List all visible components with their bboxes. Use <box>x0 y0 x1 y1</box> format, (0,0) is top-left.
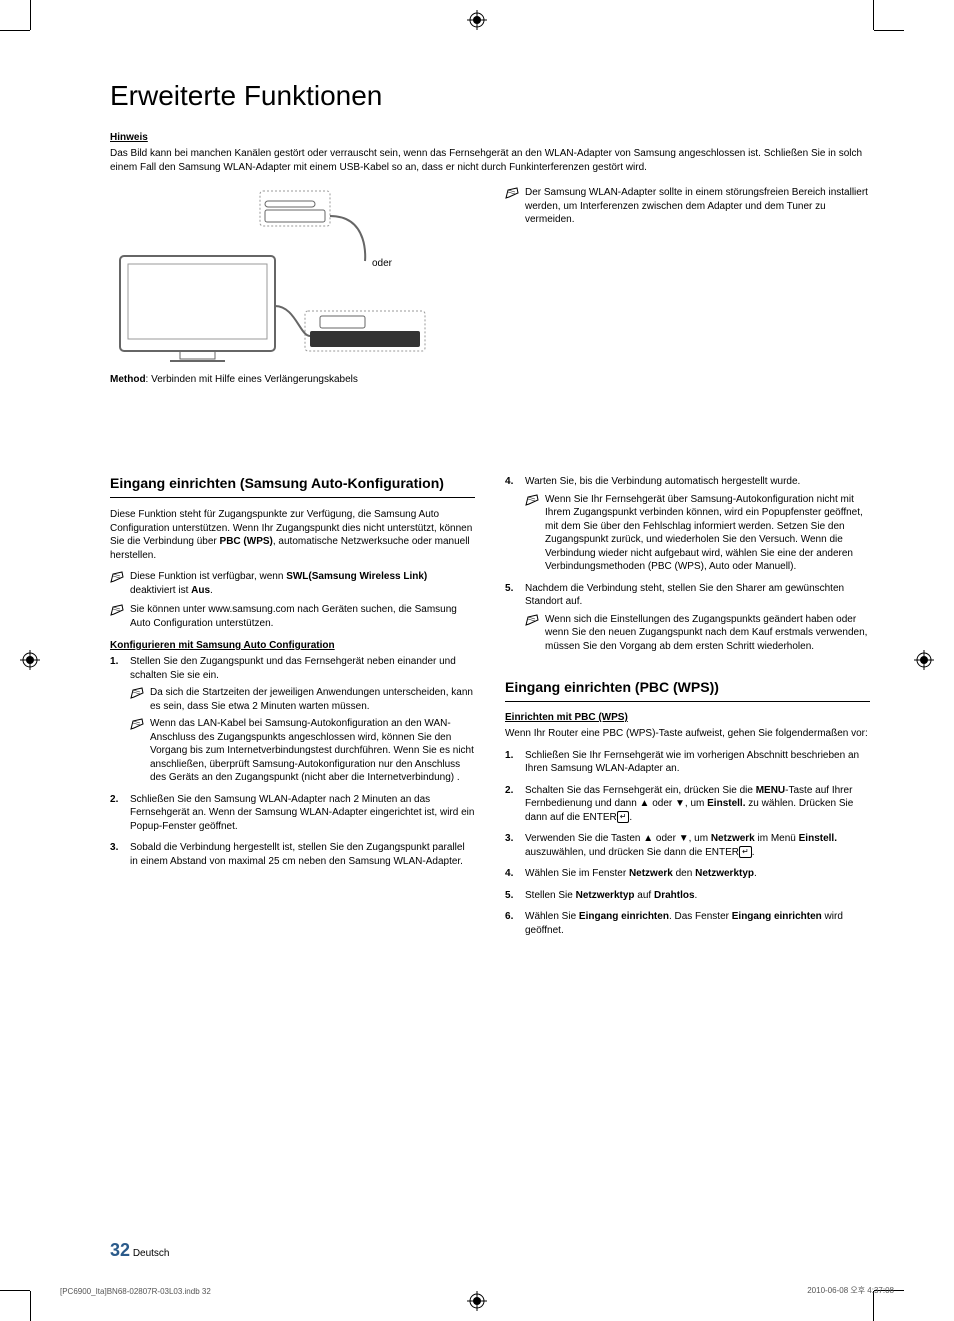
step-item: Schließen Sie Ihr Fernsehgerät wie im vo… <box>505 749 870 776</box>
footer-left: [PC6900_Ita]BN68-02807R-03L03.indb 32 <box>60 1287 211 1296</box>
method-rest: : Verbinden mit Hilfe eines Verlängerung… <box>146 374 358 385</box>
section2-steps: Schließen Sie Ihr Fernsehgerät wie im vo… <box>505 749 870 938</box>
step-item: Wählen Sie Eingang einrichten. Das Fenst… <box>505 910 870 937</box>
note-icon <box>130 718 144 730</box>
enter-icon: ↵ <box>617 811 630 824</box>
footer-right: 2010-06-08 오후 4:37:08 <box>807 1285 894 1296</box>
crop-mark <box>873 0 874 30</box>
connection-diagram: oder <box>110 186 440 366</box>
step-item: Verwenden Sie die Tasten ▲ oder ▼, um Ne… <box>505 832 870 859</box>
registration-mark-icon <box>467 1291 487 1311</box>
section1-title: Eingang einrichten (Samsung Auto-Konfigu… <box>110 475 475 491</box>
note-icon <box>505 187 519 199</box>
section1-steps-cont: Warten Sie, bis die Verbindung automatis… <box>505 475 870 653</box>
config-heading: Konfigurieren mit Samsung Auto Configura… <box>110 640 475 651</box>
page-number-box: 32 Deutsch <box>110 1240 170 1261</box>
step-item: Wählen Sie im Fenster Netzwerk den Netzw… <box>505 867 870 881</box>
hinweis-body: Das Bild kann bei manchen Kanälen gestör… <box>110 147 870 174</box>
step-item: Sobald die Verbindung hergestellt ist, s… <box>110 841 475 868</box>
step-item: Schalten Sie das Fernsehgerät ein, drück… <box>505 784 870 825</box>
crop-mark <box>874 30 904 31</box>
section1-steps: Stellen Sie den Zugangspunkt und das Fer… <box>110 655 475 868</box>
section2-sub-heading: Einrichten mit PBC (WPS) <box>505 712 870 723</box>
step-item: Stellen Sie den Zugangspunkt und das Fer… <box>110 655 475 785</box>
registration-mark-icon <box>467 10 487 30</box>
crop-mark <box>30 1291 31 1321</box>
registration-mark-icon <box>20 650 40 670</box>
crop-mark <box>0 30 30 31</box>
top-note-text: Der Samsung WLAN-Adapter sollte in einem… <box>525 186 870 227</box>
note-icon <box>525 614 539 626</box>
section1-intro: Diese Funktion steht für Zugangspunkte z… <box>110 508 475 562</box>
crop-mark <box>30 0 31 30</box>
section1-note1: Diese Funktion ist verfügbar, wenn SWL(S… <box>110 570 475 597</box>
step-item: Warten Sie, bis die Verbindung automatis… <box>505 475 870 574</box>
method-label: Method <box>110 374 146 385</box>
note-icon <box>130 687 144 699</box>
top-note: Der Samsung WLAN-Adapter sollte in einem… <box>505 186 870 227</box>
section2-title: Eingang einrichten (PBC (WPS)) <box>505 679 870 695</box>
section1-note2: Sie können unter www.samsung.com nach Ge… <box>110 603 475 630</box>
page-title: Erweiterte Funktionen <box>110 80 870 112</box>
step-item: Schließen Sie den Samsung WLAN-Adapter n… <box>110 793 475 834</box>
section2-intro: Wenn Ihr Router eine PBC (WPS)-Taste auf… <box>505 727 870 741</box>
page-number: 32 <box>110 1240 130 1260</box>
note-icon <box>110 604 124 616</box>
registration-mark-icon <box>914 650 934 670</box>
note-icon <box>110 571 124 583</box>
method-caption: Method: Verbinden mit Hilfe eines Verlän… <box>110 374 475 385</box>
step-item: Stellen Sie Netzwerktyp auf Drahtlos. <box>505 889 870 903</box>
step-item: Nachdem die Verbindung steht, stellen Si… <box>505 582 870 654</box>
page-content: Erweiterte Funktionen Hinweis Das Bild k… <box>110 80 870 945</box>
page-language: Deutsch <box>133 1248 170 1259</box>
crop-mark <box>0 1290 30 1291</box>
hinweis-heading: Hinweis <box>110 132 870 143</box>
note-icon <box>525 494 539 506</box>
enter-icon: ↵ <box>739 846 752 859</box>
diagram-oder-label: oder <box>372 258 392 269</box>
